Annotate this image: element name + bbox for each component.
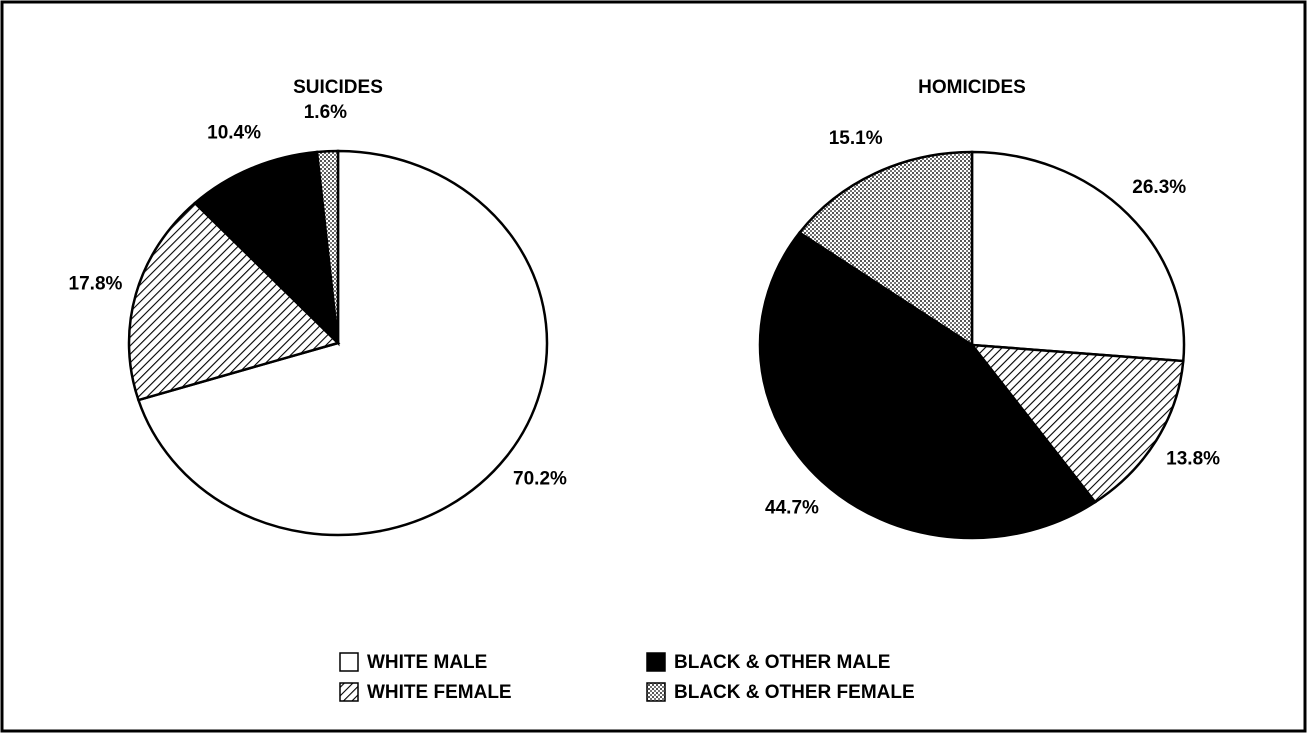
legend-swatch <box>339 652 359 672</box>
data-label: 17.8% <box>69 273 123 294</box>
data-label: 10.4% <box>207 122 261 143</box>
legend-swatch <box>339 682 359 702</box>
legend-swatch <box>646 682 666 702</box>
legend-label: BLACK & OTHER FEMALE <box>674 682 915 703</box>
data-label: 70.2% <box>513 469 567 490</box>
data-label: 1.6% <box>304 102 347 123</box>
pie-slice <box>127 201 341 402</box>
legend-label: BLACK & OTHER MALE <box>674 652 890 673</box>
data-label: 26.3% <box>1132 177 1186 198</box>
pie-slice <box>797 150 974 348</box>
data-label: 13.8% <box>1166 449 1220 470</box>
legend-label: WHITE FEMALE <box>367 682 512 703</box>
data-label: 15.1% <box>829 128 883 149</box>
pie-slice <box>758 231 1097 540</box>
legend-label: WHITE MALE <box>367 652 487 673</box>
pie-slice <box>970 150 1186 363</box>
data-label: 44.7% <box>765 498 819 519</box>
pie-slice <box>969 343 1185 504</box>
pie-slice <box>193 150 340 347</box>
chart-title: HOMICIDES <box>918 77 1026 98</box>
pie-slice <box>315 149 340 344</box>
chart-title: SUICIDES <box>293 77 383 98</box>
pie-slice <box>136 149 549 537</box>
legend-swatch <box>646 652 666 672</box>
